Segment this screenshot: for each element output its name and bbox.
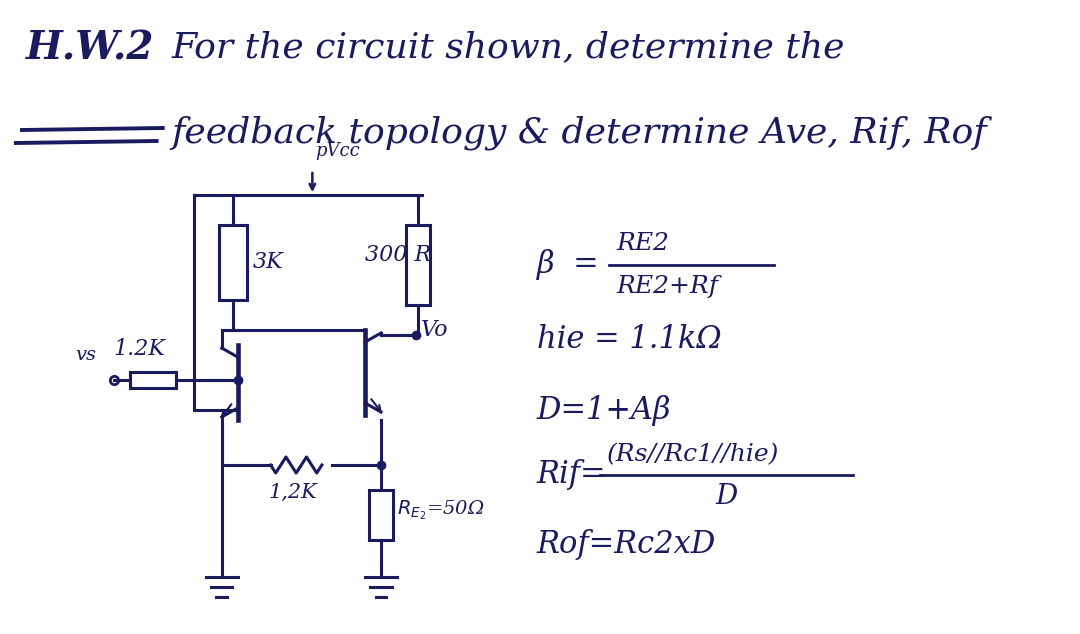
Text: RE2+Rf: RE2+Rf (616, 276, 718, 299)
Bar (368, 490, 393, 540)
Text: Rif=: Rif= (537, 460, 606, 491)
Text: Rof=Rc2xD: Rof=Rc2xD (537, 529, 716, 560)
Text: (Rs//Rc1//hie): (Rs//Rc1//hie) (607, 444, 780, 467)
Text: $R_{E_2}$=50Ω: $R_{E_2}$=50Ω (396, 498, 485, 522)
Text: 1,2K: 1,2K (268, 483, 316, 502)
Bar (406, 225, 430, 305)
Text: 1.2K: 1.2K (113, 338, 166, 360)
Text: RE2: RE2 (616, 231, 669, 254)
Text: For the circuit shown, determine the: For the circuit shown, determine the (172, 30, 845, 64)
Text: feedback topology & determine Ave, Rif, Rof: feedback topology & determine Ave, Rif, … (172, 115, 987, 150)
Text: 300 R: 300 R (365, 244, 431, 266)
Text: Vo: Vo (420, 319, 448, 341)
Text: D=1+Aβ: D=1+Aβ (537, 394, 671, 425)
Text: H.W.2: H.W.2 (26, 30, 154, 68)
Bar (219, 225, 247, 300)
Text: D: D (716, 484, 738, 510)
Text: 3K: 3K (253, 251, 283, 273)
Bar (131, 372, 176, 388)
Text: hie = 1.1kΩ: hie = 1.1kΩ (537, 325, 721, 356)
Text: pVcc: pVcc (315, 142, 360, 160)
Text: vs: vs (75, 346, 96, 364)
Text: β  =: β = (537, 250, 599, 280)
